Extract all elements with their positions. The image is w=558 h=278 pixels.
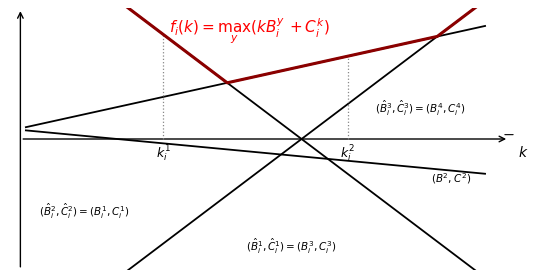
Text: $(\hat{B}_i^2, \hat{C}_i^2) = (B_i^1, C_i^1)$: $(\hat{B}_i^2, \hat{C}_i^2) = (B_i^1, C_… [39,202,129,221]
Text: $k_i^1$: $k_i^1$ [156,144,171,165]
Text: $(B^2, C^2)$: $(B^2, C^2)$ [431,171,471,186]
Text: $k$: $k$ [518,145,528,160]
Text: $k_i^2$: $k_i^2$ [340,144,355,165]
Text: $f_i(k) = \max_y(kB_i^y + C_i^k)$: $f_i(k) = \max_y(kB_i^y + C_i^k)$ [169,16,330,46]
Text: $(\hat{B}_i^1, \hat{C}_i^1) = (B_i^3, C_i^3)$: $(\hat{B}_i^1, \hat{C}_i^1) = (B_i^3, C_… [246,237,337,256]
Text: $(\hat{B}_i^3, \hat{C}_i^3) = (B_i^4, C_i^4)$: $(\hat{B}_i^3, \hat{C}_i^3) = (B_i^4, C_… [376,99,466,118]
